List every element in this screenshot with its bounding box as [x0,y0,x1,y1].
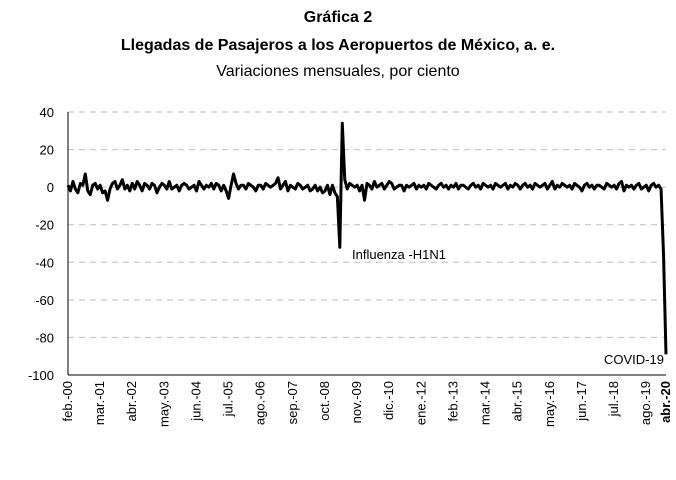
x-tick-label: feb.-13 [445,381,460,421]
y-tick-label: -100 [28,368,54,383]
x-tick-label: jul.-05 [221,381,236,417]
y-tick-label: -80 [35,330,54,345]
annotation: COVID-19 [604,352,664,367]
x-tick-label: sep.-07 [285,381,300,424]
chart-subtitle: Llegadas de Pasajeros a los Aeropuertos … [121,37,555,54]
y-tick-label: -20 [35,218,54,233]
x-tick-label: dic.-10 [381,381,396,420]
x-tick-label: ago.-19 [638,381,653,425]
x-tick-label: may.-16 [542,381,557,427]
y-tick-label: 40 [40,105,54,120]
y-tick-label: -60 [35,293,54,308]
y-tick-label: 0 [47,180,54,195]
line-series [66,121,668,355]
x-tick-label: jul.-18 [606,381,621,417]
x-tick-label: jun.-17 [574,381,589,422]
chart-title: Gráfica 2 [304,9,373,26]
annotation: Influenza -H1N1 [352,247,446,262]
x-tick-label: mar.-14 [478,381,493,425]
x-tick-label: nov.-09 [349,381,364,423]
x-tick-label: feb.-00 [60,381,75,421]
x-tick-label: mar.-01 [92,381,107,425]
y-tick-label: 20 [40,143,54,158]
x-tick-label: abr.-02 [124,381,139,421]
x-tick-label: ene.-12 [413,381,428,425]
y-tick-label: -40 [35,255,54,270]
x-tick-label: oct.-08 [317,381,332,421]
x-tick-label: ago.-06 [253,381,268,425]
x-tick-label: abr.-15 [510,381,525,421]
x-tick-label: abr.-20 [658,381,673,423]
x-tick-label: may.-03 [156,381,171,427]
x-tick-label: jun.-04 [188,381,203,422]
chart-units: Variaciones mensuales, por ciento [216,63,459,80]
